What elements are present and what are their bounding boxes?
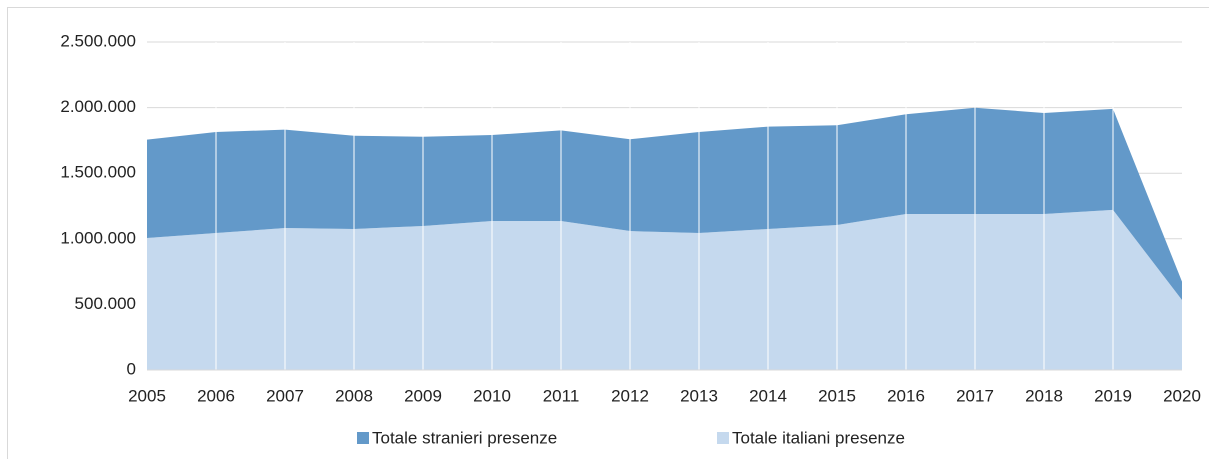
x-tick-label: 2016: [887, 386, 925, 405]
y-tick-label: 1.500.000: [60, 163, 136, 182]
x-tick-label: 2012: [611, 386, 649, 405]
y-tick-label: 2.000.000: [60, 97, 136, 116]
legend-swatch: [717, 432, 729, 444]
x-tick-label: 2005: [128, 386, 166, 405]
x-tick-label: 2018: [1025, 386, 1063, 405]
x-tick-label: 2015: [818, 386, 856, 405]
legend-label: Totale italiani presenze: [732, 428, 905, 447]
y-tick-label: 500.000: [75, 294, 136, 313]
x-tick-label: 2009: [404, 386, 442, 405]
x-tick-label: 2011: [543, 386, 580, 405]
y-tick-label: 0: [127, 359, 136, 378]
legend-swatch: [357, 432, 369, 444]
legend-label: Totale stranieri presenze: [372, 428, 557, 447]
x-tick-label: 2020: [1163, 386, 1201, 405]
x-tick-label: 2019: [1094, 386, 1132, 405]
x-tick-label: 2017: [956, 386, 994, 405]
x-tick-label: 2013: [680, 386, 718, 405]
y-tick-label: 1.000.000: [60, 228, 136, 247]
x-tick-label: 2006: [197, 386, 235, 405]
x-tick-label: 2008: [335, 386, 373, 405]
x-tick-label: 2010: [473, 386, 511, 405]
area: [147, 210, 1182, 370]
x-tick-label: 2007: [266, 386, 304, 405]
x-tick-label: 2014: [749, 386, 787, 405]
y-tick-label: 2.500.000: [60, 31, 136, 50]
